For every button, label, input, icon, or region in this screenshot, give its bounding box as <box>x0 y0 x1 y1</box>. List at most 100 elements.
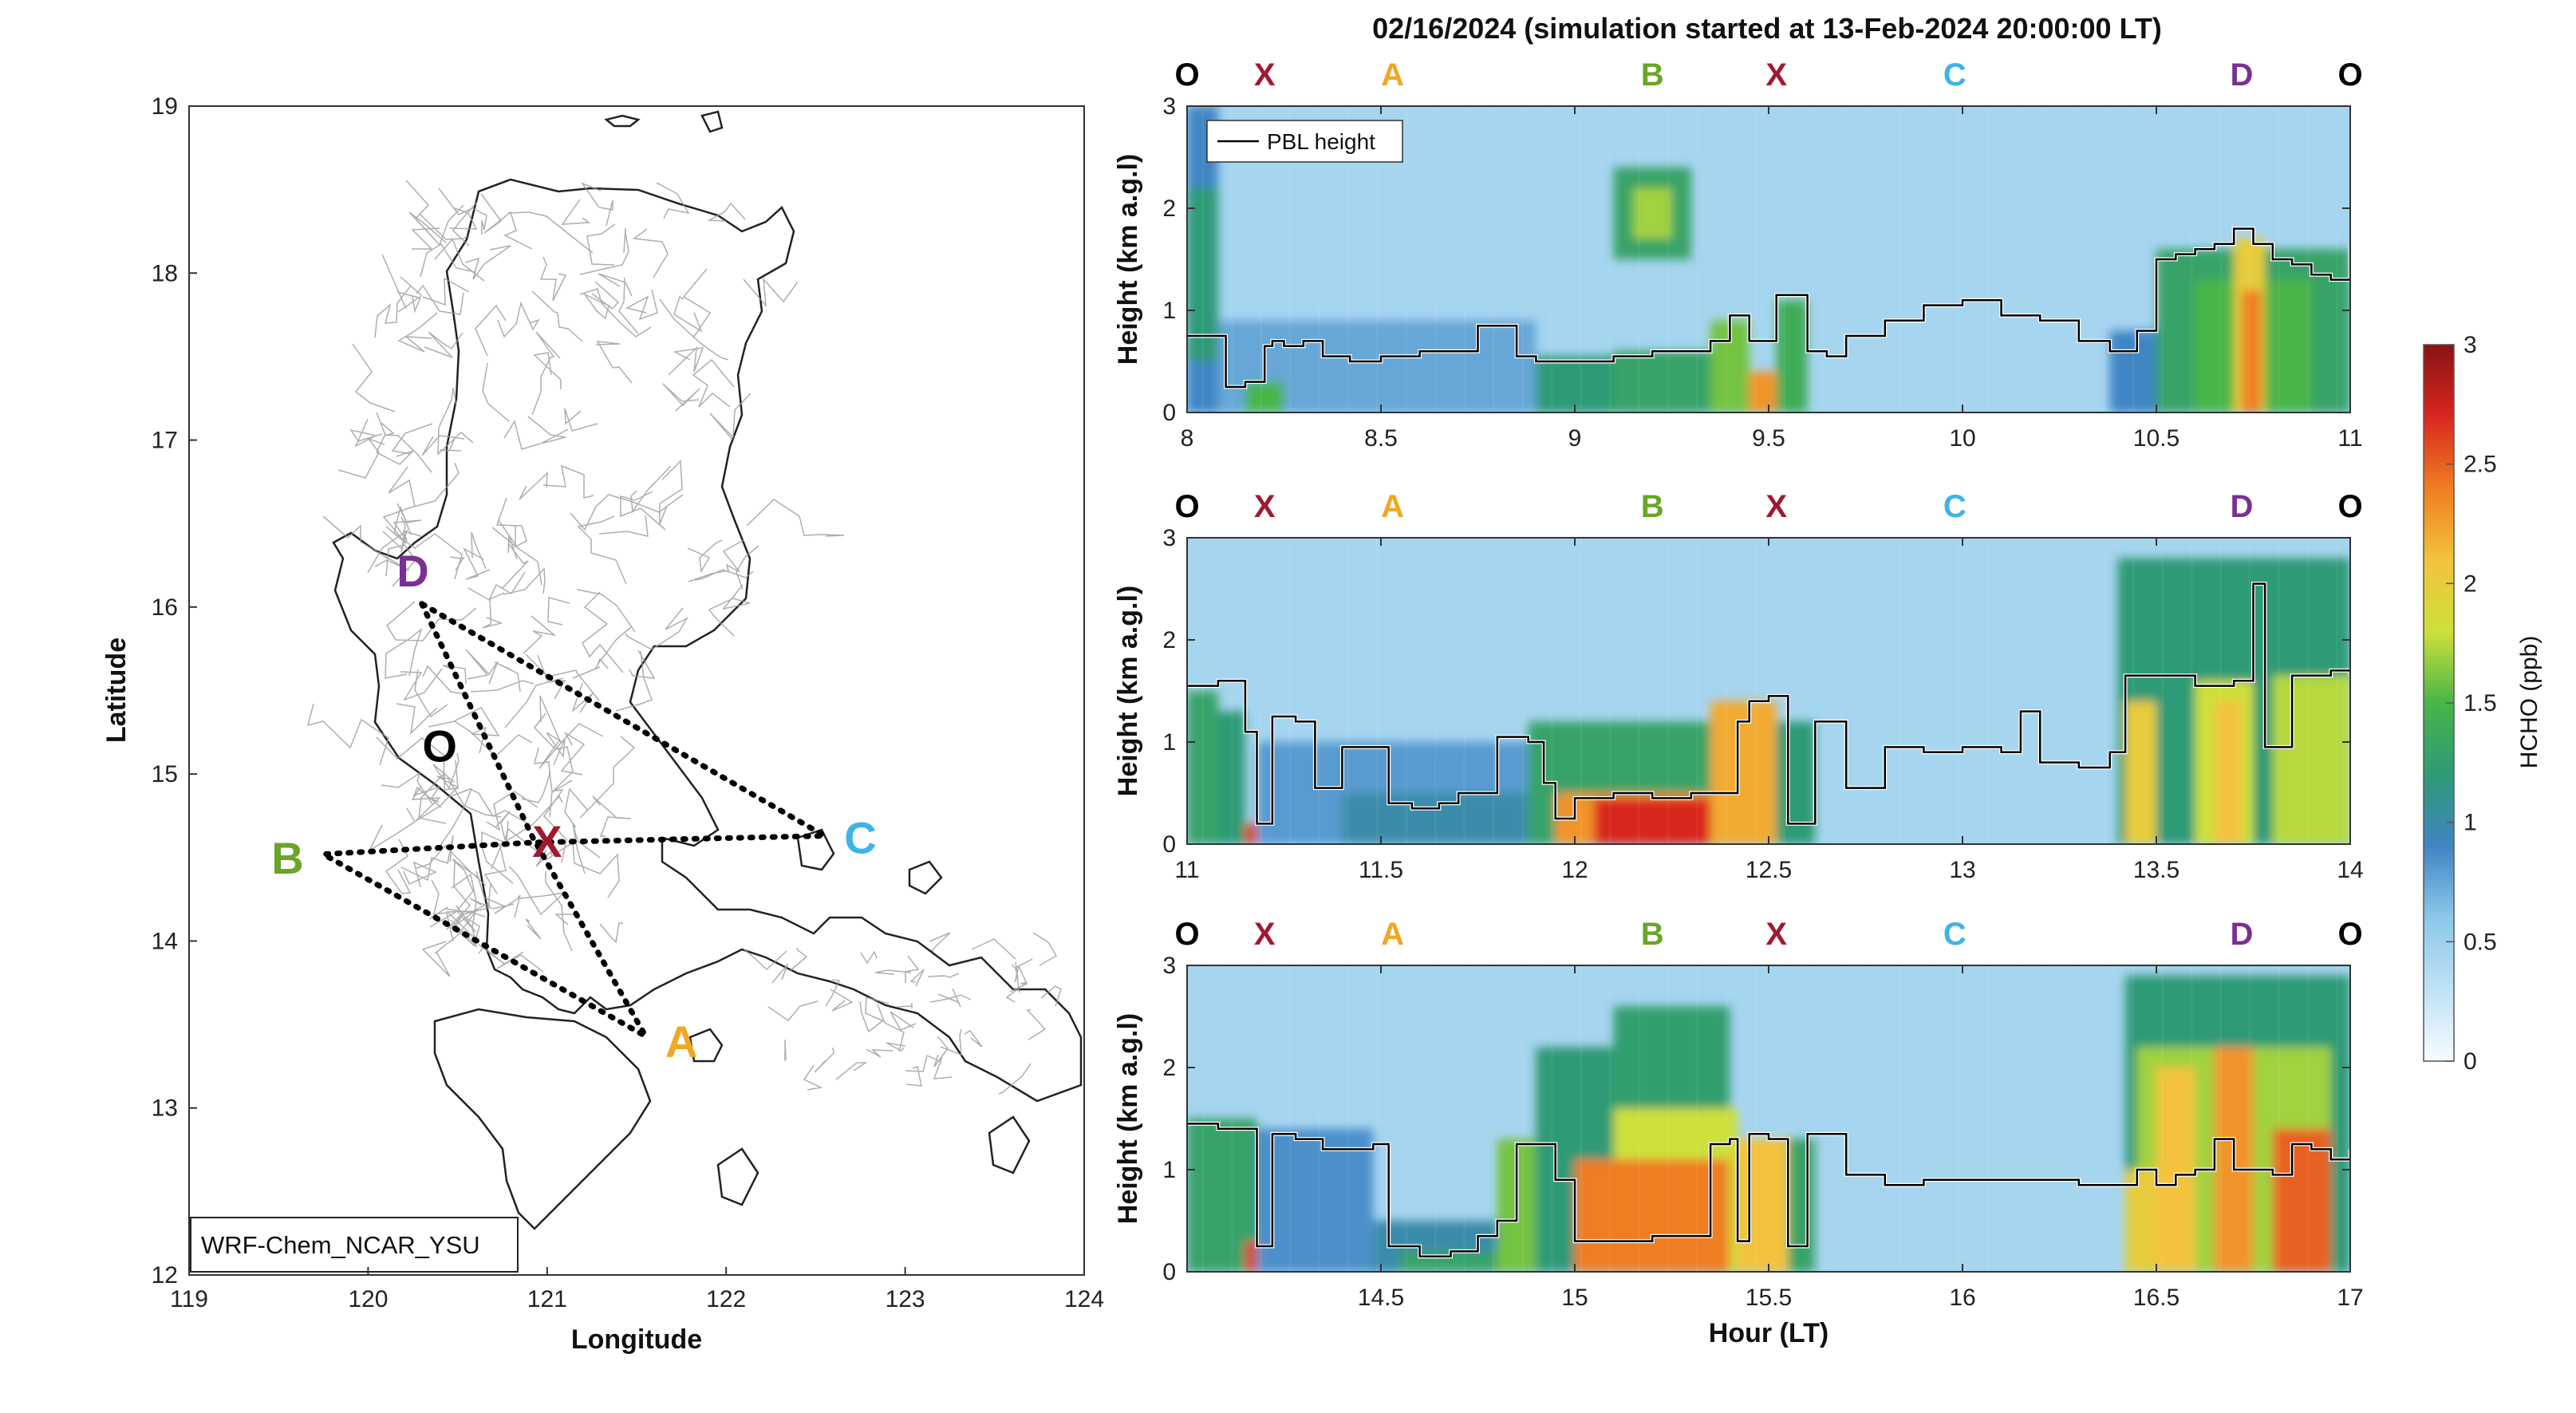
y-tick-label: 3 <box>1162 93 1176 120</box>
x-tick-label: 11 <box>2337 425 2362 452</box>
map-x-tick-label: 119 <box>170 1286 208 1312</box>
x-tick-label: 11 <box>1174 857 1199 883</box>
route-point-label-C: C <box>1943 917 1967 952</box>
route-path <box>314 601 835 1044</box>
province-boundaries <box>306 180 1062 1095</box>
map-point-label-D: D <box>396 546 428 596</box>
y-tick-label: 1 <box>1162 298 1176 324</box>
x-axis-label: Hour (LT) <box>1709 1318 1828 1348</box>
x-tick-label: 13 <box>1949 857 1975 883</box>
route-point-label-X: X <box>1765 57 1787 93</box>
map-xlabel: Longitude <box>571 1324 702 1355</box>
hcho-cell <box>1256 1128 1374 1272</box>
route-point-label-D: D <box>2230 489 2253 524</box>
hcho-cell <box>1738 1139 1789 1272</box>
hcho-cell <box>1245 1241 1257 1272</box>
hcho-cell <box>2272 1128 2331 1272</box>
hcho-cell <box>2241 290 2262 412</box>
pbl-height-line <box>1187 1123 2350 1258</box>
hcho-cell <box>1342 793 1537 844</box>
map-point-label-B: B <box>271 833 303 883</box>
colorbar-ticks: 0 0.5 1 1.5 2 2.5 3 <box>2446 332 2497 1075</box>
pbl-legend: PBL height <box>1206 120 1403 163</box>
hcho-cell <box>1245 823 1257 844</box>
pbl-height-line <box>1187 227 2350 389</box>
y-tick-label: 0 <box>1162 1259 1176 1285</box>
heatmap-panel-top: 8 8.5 9 9.5 10 10.5 11 0 1 2 3 Height (km a.g.l) O X A… <box>1113 57 2363 452</box>
map-y-tick-label: 17 <box>152 428 178 454</box>
route-point-label-O: O <box>1174 917 1199 952</box>
route-point-label-O: O <box>2337 489 2362 524</box>
y-tick-label: 2 <box>1162 627 1176 653</box>
x-tick-label: 8 <box>1181 425 1194 452</box>
map-y-tick-label: 15 <box>152 761 178 787</box>
y-tick-label: 0 <box>1162 400 1176 426</box>
hcho-cell <box>1776 721 1816 844</box>
map-x-tick-label: 120 <box>348 1286 388 1312</box>
pbl-height-line <box>1187 582 2350 825</box>
legend-label: PBL height <box>1267 129 1375 154</box>
route-point-label-O: O <box>2337 917 2362 952</box>
y-tick-label: 1 <box>1162 1157 1176 1183</box>
hcho-field <box>1187 965 2350 1272</box>
colorbar-tick-label: 2 <box>2464 570 2477 597</box>
map-y-tick-label: 16 <box>152 594 178 621</box>
hcho-cell <box>1749 371 1777 412</box>
x-tick-label: 9 <box>1568 425 1582 452</box>
map-y-tick-label: 19 <box>152 93 178 120</box>
x-tick-label: 12 <box>1561 857 1588 883</box>
y-tick-label: 3 <box>1162 953 1176 979</box>
figure-title: 02/16/2024 (simulation started at 13-Feb… <box>1372 12 2162 45</box>
route-point-label-B: B <box>1641 489 1664 524</box>
y-axis-label: Height (km a.g.l) <box>1113 586 1143 796</box>
hcho-cell <box>2156 1068 2195 1272</box>
route-point-label-X: X <box>1765 489 1787 524</box>
route-point-label-X: X <box>1254 917 1276 952</box>
route-point-label-C: C <box>1943 57 1967 93</box>
route-point-label-O: O <box>1174 489 1199 524</box>
map-points: D O X B C A <box>271 546 877 1067</box>
map-y-tick-label: 18 <box>152 260 178 286</box>
hcho-cell <box>1575 1159 1730 1272</box>
hcho-cell <box>1632 187 1672 239</box>
map-point-label-X: X <box>532 816 562 866</box>
route-point-label-X: X <box>1254 57 1276 93</box>
model-label-box <box>190 1217 519 1273</box>
route-point-label-A: A <box>1381 489 1404 524</box>
colorbar-tick-label: 3 <box>2464 332 2477 358</box>
y-tick-label: 2 <box>1162 195 1176 222</box>
y-tick-label: 1 <box>1162 729 1176 756</box>
map-y-tick-label: 13 <box>152 1095 178 1122</box>
x-tick-label: 17 <box>2337 1285 2363 1311</box>
route-point-label-A: A <box>1381 57 1404 93</box>
hcho-cell <box>1776 300 1808 412</box>
x-tick-label: 9.5 <box>1752 425 1785 452</box>
map-panel: D O X B C A WRF-Chem_NCAR_YSU 119 120 121 122 123… <box>101 93 1104 1355</box>
y-tick-label: 2 <box>1162 1055 1176 1081</box>
colorbar: 0 0.5 1 1.5 2 2.5 3 HCHO (ppb) <box>2423 332 2542 1075</box>
hcho-cell <box>1788 1139 1816 1272</box>
map-y-tick-label: 12 <box>152 1262 178 1289</box>
map-point-label-A: A <box>665 1016 697 1067</box>
route-point-label-D: D <box>2230 917 2253 952</box>
route-point-label-X: X <box>1254 489 1276 524</box>
x-tick-label: 13.5 <box>2133 857 2180 883</box>
x-tick-label: 14.5 <box>1358 1285 1404 1311</box>
route-point-label-C: C <box>1943 489 1967 524</box>
map-x-tick-label: 122 <box>706 1286 746 1312</box>
y-axis-label: Height (km a.g.l) <box>1113 154 1143 365</box>
y-tick-label: 3 <box>1162 525 1176 551</box>
map-x-tick-label: 123 <box>886 1286 925 1312</box>
route-point-label-B: B <box>1641 917 1664 952</box>
map-x-ticks: 119 120 121 122 123 124 <box>170 1267 1104 1312</box>
x-tick-label: 15.5 <box>1746 1285 1792 1311</box>
hcho-cell <box>1710 701 1777 844</box>
hcho-cell <box>2125 701 2156 844</box>
map-ylabel: Latitude <box>101 637 132 743</box>
route-point-label-A: A <box>1381 917 1404 952</box>
y-tick-label: 0 <box>1162 831 1176 858</box>
route-point-label-O: O <box>1174 57 1199 93</box>
x-tick-label: 14 <box>2337 857 2363 883</box>
